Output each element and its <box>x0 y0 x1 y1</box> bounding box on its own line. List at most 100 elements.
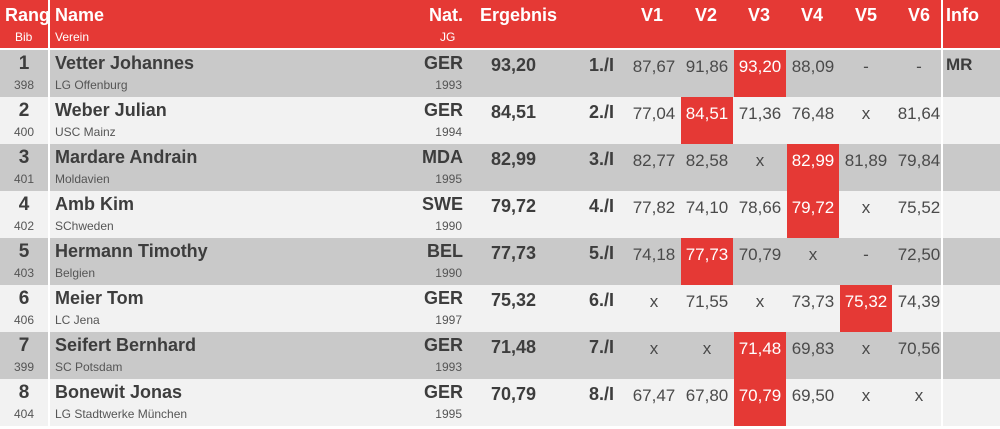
attempt-v3: 71,36 <box>738 104 782 123</box>
table-row: 1 398 Vetter Johannes LG Offenburg GER 1993 93… <box>0 50 1000 97</box>
attempt-v5: x <box>861 386 871 405</box>
attempt-v2: 74,10 <box>685 198 729 217</box>
club-name: SChweden <box>55 219 114 233</box>
placement: 1./I <box>588 55 614 75</box>
column-divider <box>941 285 943 332</box>
attempt-v6: 79,84 <box>897 151 941 170</box>
header-v6: V6 <box>908 5 931 25</box>
birth-year: 1995 <box>435 407 462 421</box>
bib-number: 398 <box>13 78 35 92</box>
placement: 3./I <box>588 149 614 169</box>
column-divider <box>48 144 50 191</box>
column-divider <box>48 191 50 238</box>
column-divider <box>941 144 943 191</box>
header-v5: V5 <box>855 5 878 25</box>
attempt-v5: x <box>861 339 871 358</box>
attempt-v5: - <box>863 245 869 264</box>
attempt-v2: 91,86 <box>685 57 729 76</box>
nationality: GER <box>423 382 463 402</box>
attempt-v2: 84,51 <box>681 97 733 144</box>
table-row: 6 406 Meier Tom LC Jena GER 1997 75,32 6./I x 71,… <box>0 285 1000 332</box>
header-info: Info <box>946 5 979 25</box>
attempt-v2: 71,55 <box>685 292 729 311</box>
rank: 5 <box>18 241 30 262</box>
result: 82,99 <box>490 149 536 169</box>
column-divider <box>941 379 943 426</box>
bib-number: 399 <box>13 360 35 374</box>
club-name: LC Jena <box>55 313 100 327</box>
attempt-v4: 69,50 <box>791 386 835 405</box>
attempt-v5: x <box>861 198 871 217</box>
attempt-v3: 71,48 <box>734 332 786 379</box>
attempt-v4: 79,72 <box>787 191 839 238</box>
header-verein: Verein <box>55 30 90 44</box>
attempt-v1: 82,77 <box>632 151 676 170</box>
placement: 2./I <box>588 102 614 122</box>
attempt-v1: x <box>649 339 659 358</box>
header-v2: V2 <box>695 5 718 25</box>
attempt-v3: x <box>755 151 765 170</box>
bib-number: 403 <box>13 266 35 280</box>
rank: 7 <box>18 335 30 356</box>
placement: 8./I <box>588 384 614 404</box>
result: 70,79 <box>490 384 536 404</box>
attempt-v4: 88,09 <box>791 57 835 76</box>
table-header: Rang Bib Name Verein Nat. JG Ergebnis V1… <box>0 0 1000 48</box>
header-v4: V4 <box>801 5 824 25</box>
attempt-v3: 93,20 <box>734 50 786 97</box>
column-divider <box>941 97 943 144</box>
attempt-v2: 82,58 <box>685 151 729 170</box>
attempt-v1: 67,47 <box>632 386 676 405</box>
table-row: 8 404 Bonewit Jonas LG Stadtwerke München GE… <box>0 379 1000 426</box>
table-row: 5 403 Hermann Timothy Belgien BEL 1990 77,73 5.… <box>0 238 1000 285</box>
rank: 8 <box>18 382 30 403</box>
header-v1: V1 <box>641 5 664 25</box>
column-divider <box>48 50 50 97</box>
club-name: Moldavien <box>55 172 110 186</box>
result: 79,72 <box>490 196 536 216</box>
athlete-name: Vetter Johannes <box>55 53 195 73</box>
attempt-v5: 81,89 <box>844 151 888 170</box>
rank: 1 <box>18 53 30 74</box>
athlete-name: Amb Kim <box>55 194 135 214</box>
placement: 6./I <box>588 290 614 310</box>
birth-year: 1997 <box>435 313 462 327</box>
attempt-v2: x <box>702 339 712 358</box>
attempt-v6: - <box>916 57 922 76</box>
attempt-v3: 78,66 <box>738 198 782 217</box>
column-divider <box>48 332 50 379</box>
attempt-v1: 77,82 <box>632 198 676 217</box>
bib-number: 406 <box>13 313 35 327</box>
result: 71,48 <box>490 337 536 357</box>
attempt-v4: 76,48 <box>791 104 835 123</box>
attempt-v6: 75,52 <box>897 198 941 217</box>
nationality: GER <box>423 335 463 355</box>
header-ergebnis: Ergebnis <box>480 5 558 25</box>
header-nat: Nat. <box>429 5 464 25</box>
attempt-v3: x <box>755 292 765 311</box>
attempt-v6: 72,50 <box>897 245 941 264</box>
attempt-v1: 74,18 <box>632 245 676 264</box>
athlete-name: Weber Julian <box>55 100 167 120</box>
table-row: 7 399 Seifert Bernhard SC Potsdam GER 1993 71,… <box>0 332 1000 379</box>
column-divider <box>941 238 943 285</box>
column-divider <box>941 332 943 379</box>
column-divider <box>48 238 50 285</box>
bib-number: 402 <box>13 219 35 233</box>
attempt-v4: x <box>808 245 818 264</box>
birth-year: 1995 <box>435 172 462 186</box>
attempt-v2: 67,80 <box>685 386 729 405</box>
placement: 4./I <box>588 196 614 216</box>
birth-year: 1993 <box>435 360 462 374</box>
header-divider <box>941 0 943 48</box>
result: 93,20 <box>490 55 536 75</box>
athlete-name: Bonewit Jonas <box>55 382 183 402</box>
athlete-name: Hermann Timothy <box>55 241 208 261</box>
nationality: SWE <box>421 194 463 214</box>
athlete-name: Mardare Andrain <box>55 147 198 167</box>
rank: 3 <box>18 147 30 168</box>
athlete-name: Meier Tom <box>55 288 144 308</box>
column-divider <box>941 191 943 238</box>
placement: 7./I <box>588 337 614 357</box>
